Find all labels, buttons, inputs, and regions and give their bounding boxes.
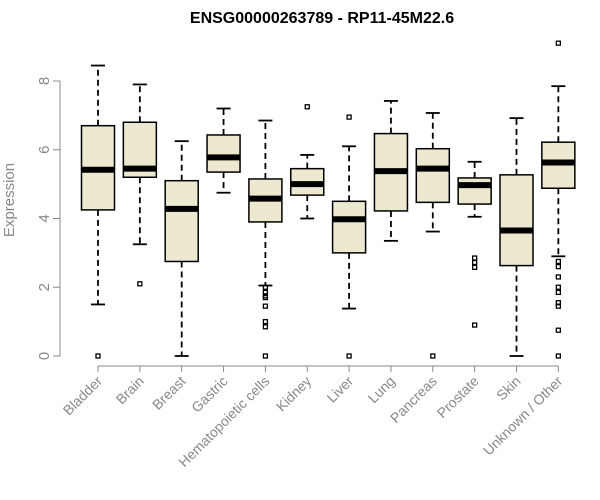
x-tick-label: Kidney — [273, 373, 315, 415]
y-tick-label: 8 — [36, 77, 53, 85]
outlier-point — [430, 353, 436, 359]
outlier-point — [262, 303, 269, 309]
outlier-point — [137, 281, 143, 287]
outlier-point — [555, 274, 561, 280]
outlier-point — [555, 353, 561, 359]
box-group — [122, 83, 158, 287]
x-tick-label: Bladder — [60, 373, 106, 419]
outlier-point — [262, 318, 269, 325]
iqr-box — [164, 179, 199, 263]
plot-area — [80, 40, 576, 359]
box-group — [373, 100, 409, 242]
y-tick-label: 6 — [36, 146, 53, 154]
outlier-point — [555, 258, 561, 265]
outlier-point — [555, 289, 561, 296]
y-tick-label: 2 — [36, 283, 53, 291]
iqr-box — [457, 177, 492, 205]
box-group — [248, 119, 283, 359]
box-group — [164, 140, 199, 357]
y-tick-label: 0 — [36, 352, 53, 360]
outlier-point — [262, 294, 269, 301]
outlier-point — [262, 284, 269, 290]
outlier-point — [304, 104, 310, 110]
outlier-point — [95, 353, 101, 359]
iqr-box — [415, 147, 451, 204]
outlier-point — [346, 353, 352, 359]
outlier-point — [262, 353, 269, 359]
box-group — [457, 160, 492, 328]
outlier-point — [471, 259, 478, 266]
iqr-box — [331, 200, 367, 254]
chart-title: ENSG00000263789 - RP11-45M22.6 — [190, 10, 454, 27]
box-group — [499, 117, 534, 357]
box-group — [206, 107, 241, 194]
outlier-point — [555, 284, 561, 290]
y-tick-label: 4 — [36, 214, 53, 222]
x-tick-label: Liver — [323, 373, 356, 406]
box-group — [541, 40, 576, 359]
x-tick-label: Unknown / Other — [480, 373, 566, 459]
iqr-box — [206, 134, 241, 173]
outlier-point — [471, 264, 478, 270]
box-group — [331, 114, 367, 359]
outlier-point — [555, 303, 561, 309]
x-tick-label: Brain — [113, 373, 147, 407]
outlier-point — [471, 322, 478, 328]
outlier-point — [262, 324, 269, 330]
outlier-point — [555, 327, 561, 333]
outlier-point — [346, 114, 352, 120]
x-tick-label: Pancreas — [387, 373, 440, 426]
outlier-point — [555, 263, 561, 270]
x-tick-label: Breast — [149, 373, 189, 413]
box-group — [290, 104, 325, 220]
x-tick-label: Skin — [493, 373, 524, 404]
outlier-point — [555, 40, 561, 46]
x-tick-label: Prostate — [434, 373, 482, 421]
outlier-point — [471, 255, 478, 261]
x-tick-label: Lung — [365, 373, 398, 406]
box-group — [415, 112, 451, 359]
box-group — [80, 64, 116, 359]
y-axis-label: Expression — [1, 163, 18, 237]
iqr-box — [499, 174, 534, 267]
y-axis: 0 2 4 6 8 — [36, 77, 61, 360]
